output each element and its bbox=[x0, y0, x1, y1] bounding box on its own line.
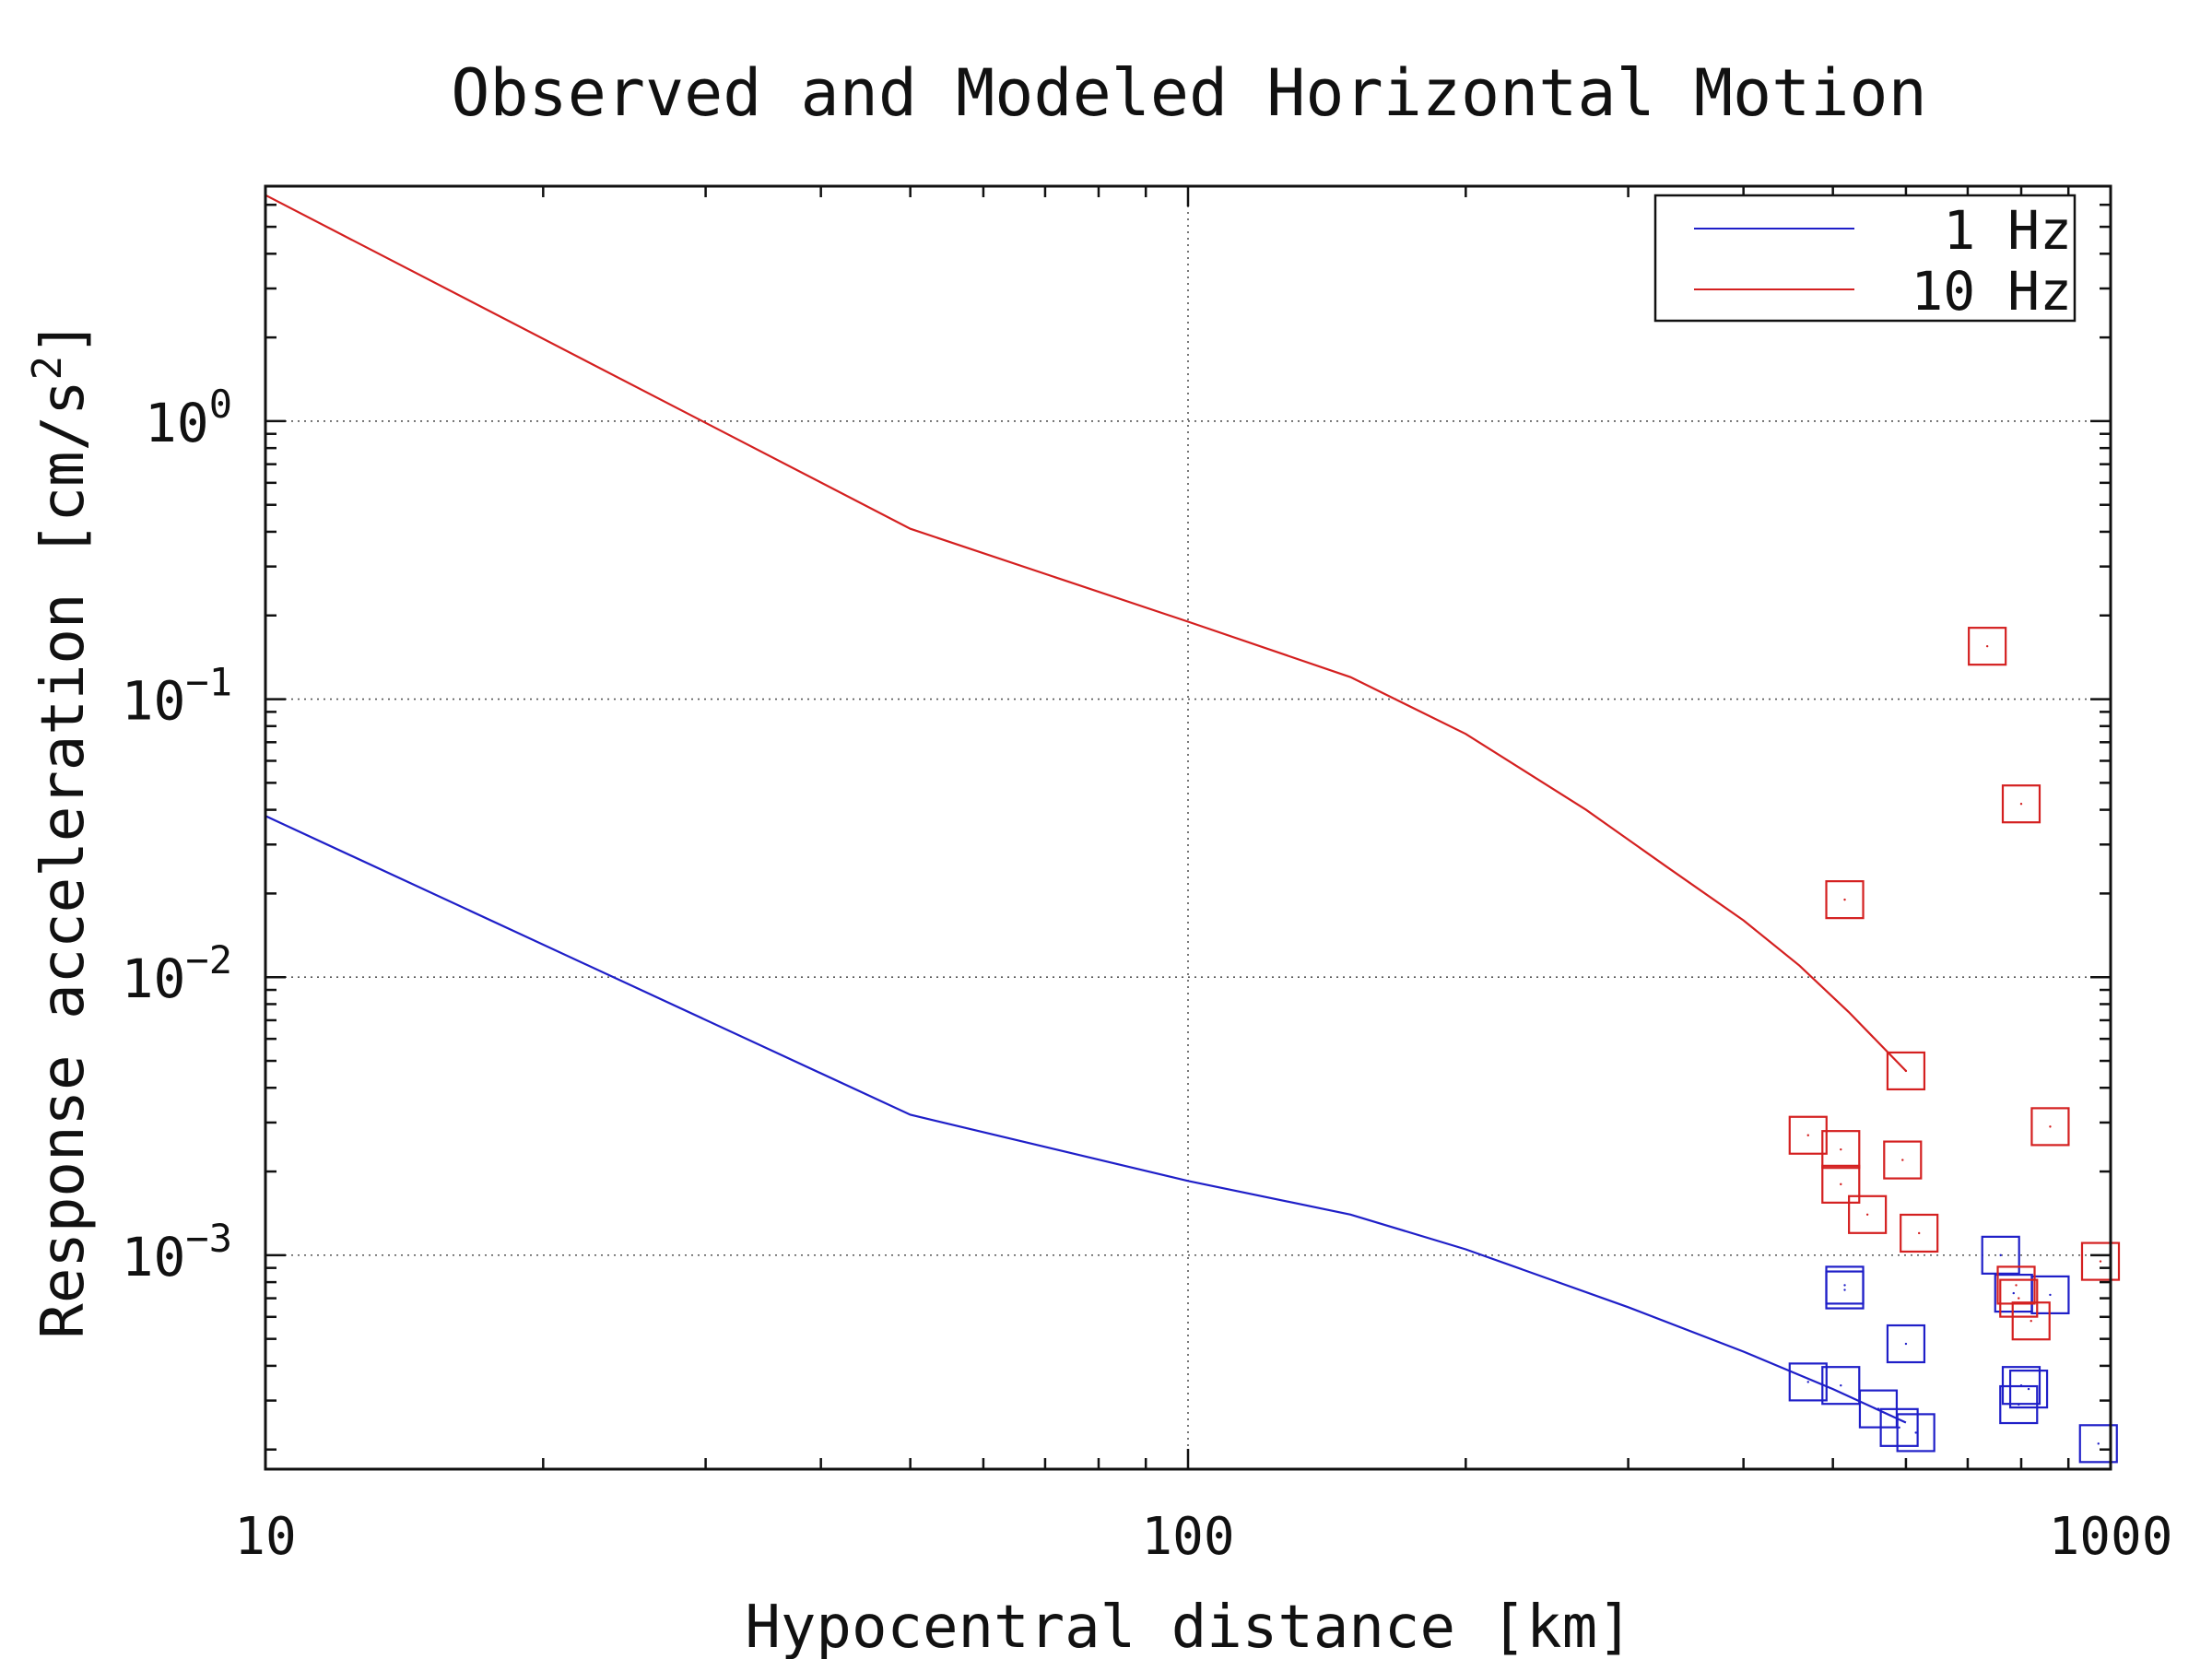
observation-point-center bbox=[2030, 1320, 2032, 1323]
observation-point-1hz bbox=[1896, 1413, 1936, 1453]
observation-point-center bbox=[2049, 1293, 2052, 1297]
y-tick-label: 10−3 bbox=[122, 1216, 232, 1288]
series-line-1hz bbox=[265, 815, 1907, 1424]
observation-point-10hz bbox=[1996, 1265, 2036, 1305]
y-tick-label: 100 bbox=[145, 382, 232, 454]
legend: 1 Hz 10 Hz bbox=[1653, 194, 2077, 323]
x-axis-label: Hypocentral distance [km] bbox=[745, 1594, 1632, 1659]
observation-point-center bbox=[1985, 644, 1989, 648]
observation-point-10hz bbox=[1886, 1051, 1926, 1091]
series-line-10hz bbox=[265, 194, 1907, 1072]
observation-point-center bbox=[2099, 1260, 2102, 1263]
observation-point-1hz bbox=[2008, 1370, 2049, 1409]
y-tick-label: 10−1 bbox=[122, 660, 232, 733]
observation-point-center bbox=[2018, 1297, 2020, 1300]
observation-point-10hz bbox=[2030, 1107, 2070, 1147]
observation-point-center bbox=[2049, 1125, 2052, 1128]
observation-point-center bbox=[2019, 803, 2023, 806]
x-tick-label: 1000 bbox=[2049, 1507, 2173, 1567]
grid bbox=[265, 186, 2111, 1469]
legend-label-10hz: 10 Hz bbox=[1911, 260, 2072, 323]
legend-box bbox=[1653, 194, 2077, 323]
chart-title: Observed and Modeled Horizontal Motion bbox=[451, 55, 1926, 131]
observation-point-center bbox=[1901, 1159, 1904, 1161]
observation-point-1hz bbox=[1886, 1324, 1926, 1364]
observation-point-center bbox=[1865, 1213, 1869, 1216]
observation-point-center bbox=[1904, 1069, 1908, 1073]
observation-point-center bbox=[1898, 1426, 1900, 1430]
observation-point-center bbox=[2019, 1383, 2023, 1387]
observation-point-10hz bbox=[1825, 880, 1865, 920]
y-axis-label-superscript: 2 bbox=[24, 356, 71, 381]
series-layer bbox=[265, 194, 1907, 1424]
observation-point-1hz bbox=[1821, 1366, 1861, 1406]
observations-layer bbox=[1788, 627, 2121, 1464]
y-tick-label: 10−2 bbox=[122, 937, 232, 1010]
observation-point-10hz bbox=[2011, 1301, 2051, 1341]
observation-point-1hz bbox=[1981, 1235, 2020, 1275]
legend-label-1hz: 1 Hz bbox=[1943, 199, 2072, 262]
observation-point-center bbox=[1914, 1431, 1917, 1434]
observation-point-center bbox=[1904, 1342, 1908, 1346]
x-tick-label: 10 bbox=[234, 1507, 296, 1567]
observation-point-1hz bbox=[2001, 1366, 2041, 1406]
observation-point-center bbox=[1999, 1253, 2002, 1257]
observation-point-10hz bbox=[1821, 1164, 1861, 1204]
observation-point-10hz bbox=[1848, 1194, 1888, 1234]
observation-point-10hz bbox=[2080, 1241, 2121, 1281]
observation-point-center bbox=[1840, 1383, 1842, 1387]
tick-labels: 10 100 1000 10−3 10−2 10−1 100 bbox=[122, 382, 2173, 1567]
observation-point-center bbox=[1843, 1284, 1846, 1287]
observation-point-center bbox=[2012, 1291, 2015, 1295]
observation-point-1hz bbox=[2078, 1424, 2118, 1464]
observation-point-1hz bbox=[1825, 1270, 1865, 1310]
x-tick-label: 100 bbox=[1141, 1507, 1234, 1567]
observation-point-center bbox=[1840, 1147, 1842, 1151]
observation-point-1hz bbox=[1879, 1407, 1919, 1447]
observation-point-center bbox=[1806, 1134, 1809, 1136]
observation-point-center bbox=[2027, 1387, 2030, 1391]
observation-point-center bbox=[1877, 1407, 1880, 1410]
observation-point-10hz bbox=[2001, 784, 2041, 824]
observation-point-1hz bbox=[1788, 1362, 1828, 1402]
observation-point-center bbox=[2015, 1284, 2018, 1287]
observation-point-10hz bbox=[1788, 1115, 1828, 1155]
observation-point-10hz bbox=[1968, 627, 2007, 666]
observation-point-center bbox=[1917, 1231, 1921, 1235]
observation-point-center bbox=[1843, 898, 1846, 901]
observation-point-center bbox=[1843, 1288, 1846, 1291]
y-axis-label: Response acceleration [cm/s2] bbox=[24, 320, 98, 1338]
observation-point-center bbox=[2097, 1442, 2100, 1445]
observation-point-10hz bbox=[1999, 1278, 2039, 1318]
observation-point-center bbox=[1806, 1381, 1809, 1383]
y-axis-label-text: Response acceleration [cm/s bbox=[29, 380, 98, 1338]
observation-point-10hz bbox=[1821, 1130, 1861, 1170]
observation-point-10hz bbox=[1883, 1140, 1923, 1180]
observation-point-10hz bbox=[1900, 1213, 1939, 1253]
observation-point-center bbox=[1840, 1182, 1842, 1186]
y-axis-label-suffix: ] bbox=[29, 320, 98, 356]
